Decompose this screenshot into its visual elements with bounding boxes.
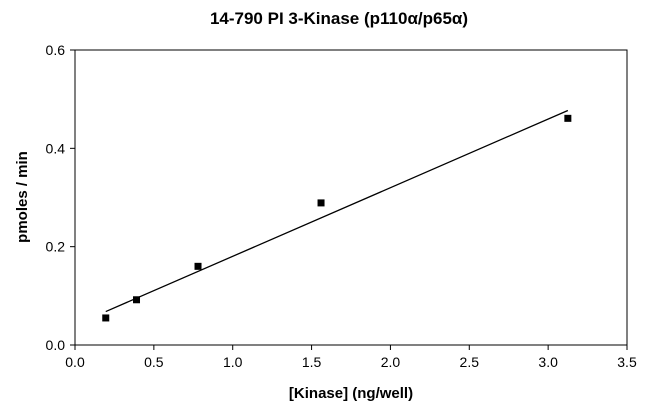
x-tick-label: 1.5	[302, 354, 322, 370]
plot-area	[74, 49, 628, 346]
y-tick-label: 0.4	[46, 140, 66, 156]
x-tick-label: 0.0	[65, 354, 85, 370]
data-point	[194, 262, 202, 270]
x-axis-ticks: 0.0 0.5 1.0 1.5 2.0 2.5 3.0 3.5	[65, 345, 637, 370]
chart-title: 14-790 PI 3-Kinase (p110α/p65α)	[210, 9, 468, 28]
x-tick-label: 2.0	[381, 354, 401, 370]
y-axis-label: pmoles / min	[14, 151, 31, 243]
data-point	[564, 114, 572, 122]
y-tick-label: 0.2	[46, 239, 66, 255]
x-tick-label: 2.5	[460, 354, 480, 370]
y-axis-ticks: 0.0 0.2 0.4 0.6	[46, 42, 75, 353]
data-point	[133, 296, 141, 304]
x-tick-label: 1.0	[223, 354, 243, 370]
data-point	[317, 199, 325, 207]
y-tick-label: 0.6	[46, 42, 66, 58]
x-tick-label: 3.5	[617, 354, 637, 370]
trendline	[105, 109, 569, 313]
data-points	[102, 114, 572, 322]
x-tick-label: 3.0	[538, 354, 558, 370]
x-tick-label: 0.5	[144, 354, 164, 370]
x-axis-label: [Kinase] (ng/well)	[289, 385, 413, 402]
y-tick-label: 0.0	[46, 337, 66, 353]
data-point	[102, 314, 110, 322]
